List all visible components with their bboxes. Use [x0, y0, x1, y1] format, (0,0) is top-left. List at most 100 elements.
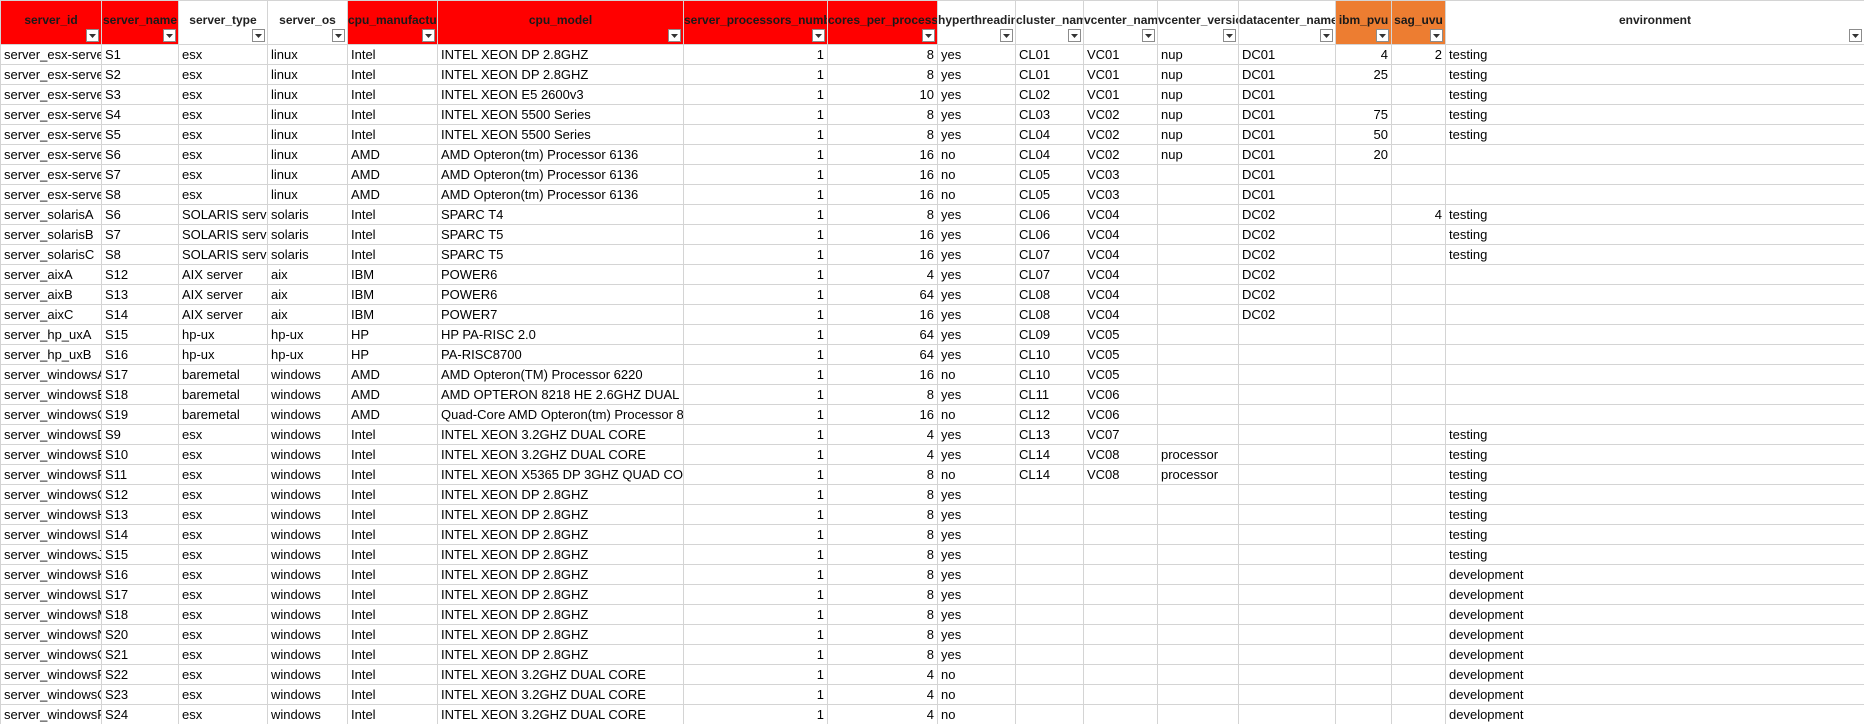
cell-server-os[interactable]: windows [267, 704, 348, 724]
cell-ibm-pvu[interactable] [1335, 264, 1392, 285]
cell-sag-uvu[interactable] [1391, 184, 1446, 205]
cell-server-id[interactable]: server_windowsE [0, 444, 102, 465]
cell-server-id[interactable]: server_windowsR [0, 704, 102, 724]
cell-hyperthreading[interactable]: yes [937, 244, 1016, 265]
cell-server-os[interactable]: aix [267, 264, 348, 285]
cell-server-processors-numbers[interactable]: 1 [683, 164, 828, 185]
cell-cluster-name[interactable]: CL07 [1015, 264, 1084, 285]
cell-ibm-pvu[interactable] [1335, 584, 1392, 605]
cell-hyperthreading[interactable]: yes [937, 104, 1016, 125]
cell-datacenter-name[interactable] [1238, 464, 1336, 485]
cell-server-type[interactable]: SOLARIS server [178, 224, 268, 245]
cell-vcenter-version[interactable]: nup [1157, 84, 1239, 105]
cell-ibm-pvu[interactable]: 20 [1335, 144, 1392, 165]
cell-server-processors-numbers[interactable]: 1 [683, 324, 828, 345]
cell-cpu-manufacturer[interactable]: Intel [347, 104, 438, 125]
filter-dropdown-button[interactable] [1320, 29, 1333, 42]
cell-sag-uvu[interactable] [1391, 684, 1446, 705]
cell-sag-uvu[interactable] [1391, 384, 1446, 405]
cell-cpu-model[interactable]: INTEL XEON 3.2GHZ DUAL CORE [437, 684, 684, 705]
cell-vcenter-name[interactable]: VC02 [1083, 124, 1158, 145]
cell-hyperthreading[interactable]: yes [937, 44, 1016, 65]
cell-server-processors-numbers[interactable]: 1 [683, 504, 828, 525]
cell-cpu-manufacturer[interactable]: AMD [347, 144, 438, 165]
cell-server-type[interactable]: esx [178, 684, 268, 705]
cell-vcenter-version[interactable] [1157, 304, 1239, 325]
cell-server-type[interactable]: AIX server [178, 264, 268, 285]
filter-dropdown-button[interactable] [332, 29, 345, 42]
cell-cpu-manufacturer[interactable]: AMD [347, 404, 438, 425]
cell-cpu-manufacturer[interactable]: Intel [347, 44, 438, 65]
cell-server-name[interactable]: S19 [101, 404, 179, 425]
cell-datacenter-name[interactable]: DC01 [1238, 144, 1336, 165]
cell-server-type[interactable]: SOLARIS server [178, 244, 268, 265]
cell-cpu-manufacturer[interactable]: AMD [347, 384, 438, 405]
cell-server-name[interactable]: S13 [101, 284, 179, 305]
cell-datacenter-name[interactable] [1238, 544, 1336, 565]
cell-sag-uvu[interactable] [1391, 144, 1446, 165]
cell-server-type[interactable]: hp-ux [178, 324, 268, 345]
cell-server-id[interactable]: server_esx-serverD [0, 104, 102, 125]
cell-server-id[interactable]: server_windowsH [0, 504, 102, 525]
cell-cores-per-processor[interactable]: 16 [827, 164, 938, 185]
cell-server-id[interactable]: server_esx-serverB [0, 64, 102, 85]
cell-hyperthreading[interactable]: no [937, 184, 1016, 205]
cell-vcenter-name[interactable]: VC04 [1083, 244, 1158, 265]
cell-ibm-pvu[interactable] [1335, 404, 1392, 425]
cell-cores-per-processor[interactable]: 64 [827, 324, 938, 345]
cell-cpu-manufacturer[interactable]: Intel [347, 704, 438, 724]
cell-server-os[interactable]: linux [267, 44, 348, 65]
cell-hyperthreading[interactable]: no [937, 364, 1016, 385]
cell-ibm-pvu[interactable] [1335, 244, 1392, 265]
cell-environment[interactable]: development [1445, 604, 1864, 625]
cell-vcenter-name[interactable]: VC08 [1083, 464, 1158, 485]
cell-cpu-model[interactable]: INTEL XEON DP 2.8GHZ [437, 524, 684, 545]
cell-server-type[interactable]: esx [178, 444, 268, 465]
cell-cores-per-processor[interactable]: 8 [827, 464, 938, 485]
cell-cluster-name[interactable]: CL12 [1015, 404, 1084, 425]
cell-environment[interactable]: testing [1445, 544, 1864, 565]
cell-cpu-model[interactable]: PA-RISC8700 [437, 344, 684, 365]
cell-sag-uvu[interactable] [1391, 504, 1446, 525]
cell-hyperthreading[interactable]: no [937, 664, 1016, 685]
cell-cluster-name[interactable] [1015, 524, 1084, 545]
cell-datacenter-name[interactable] [1238, 324, 1336, 345]
cell-sag-uvu[interactable] [1391, 264, 1446, 285]
cell-server-name[interactable]: S12 [101, 484, 179, 505]
cell-ibm-pvu[interactable] [1335, 664, 1392, 685]
cell-ibm-pvu[interactable] [1335, 164, 1392, 185]
cell-server-id[interactable]: server_windowsQ [0, 684, 102, 705]
cell-server-id[interactable]: server_windowsN [0, 624, 102, 645]
cell-cpu-manufacturer[interactable]: Intel [347, 564, 438, 585]
cell-sag-uvu[interactable] [1391, 64, 1446, 85]
cell-vcenter-name[interactable]: VC04 [1083, 284, 1158, 305]
cell-cores-per-processor[interactable]: 8 [827, 524, 938, 545]
cell-cores-per-processor[interactable]: 16 [827, 144, 938, 165]
cell-cluster-name[interactable] [1015, 564, 1084, 585]
cell-cluster-name[interactable]: CL10 [1015, 344, 1084, 365]
cell-server-processors-numbers[interactable]: 1 [683, 624, 828, 645]
cell-server-name[interactable]: S20 [101, 624, 179, 645]
cell-ibm-pvu[interactable] [1335, 344, 1392, 365]
cell-cpu-model[interactable]: INTEL XEON 3.2GHZ DUAL CORE [437, 424, 684, 445]
cell-server-type[interactable]: esx [178, 704, 268, 724]
cell-datacenter-name[interactable]: DC01 [1238, 124, 1336, 145]
cell-ibm-pvu[interactable] [1335, 184, 1392, 205]
cell-cores-per-processor[interactable]: 16 [827, 404, 938, 425]
cell-server-id[interactable]: server_esx-serverC [0, 84, 102, 105]
cell-cores-per-processor[interactable]: 4 [827, 664, 938, 685]
cell-server-name[interactable]: S6 [101, 144, 179, 165]
filter-dropdown-button[interactable] [86, 29, 99, 42]
cell-ibm-pvu[interactable] [1335, 704, 1392, 724]
cell-cpu-model[interactable]: Quad-Core AMD Opteron(tm) Processor 8376… [437, 404, 684, 425]
cell-vcenter-version[interactable] [1157, 524, 1239, 545]
cell-cores-per-processor[interactable]: 16 [827, 304, 938, 325]
cell-server-processors-numbers[interactable]: 1 [683, 84, 828, 105]
cell-hyperthreading[interactable]: yes [937, 444, 1016, 465]
cell-server-name[interactable]: S13 [101, 504, 179, 525]
cell-server-os[interactable]: linux [267, 144, 348, 165]
cell-datacenter-name[interactable] [1238, 484, 1336, 505]
cell-environment[interactable]: development [1445, 704, 1864, 724]
cell-server-os[interactable]: hp-ux [267, 324, 348, 345]
cell-server-os[interactable]: windows [267, 484, 348, 505]
